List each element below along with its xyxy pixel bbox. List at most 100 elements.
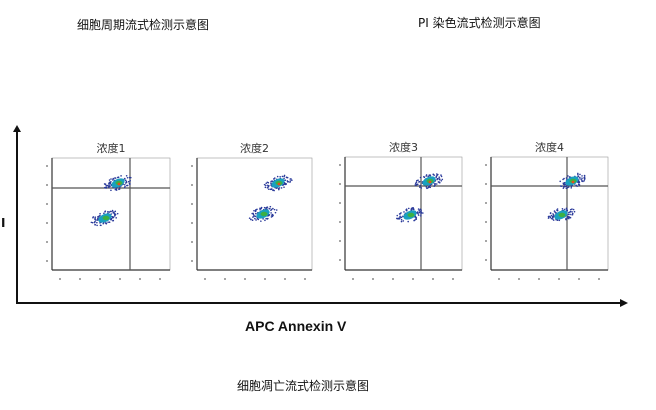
cell-dot (415, 216, 418, 219)
cell-dot (289, 181, 291, 183)
cell-dot (400, 220, 403, 223)
cell-dot (126, 184, 129, 187)
cell-dot (559, 180, 562, 183)
cell-dot (571, 213, 574, 216)
cell-dot (94, 218, 96, 221)
cell-dot (98, 215, 100, 217)
x-tick-label (392, 278, 394, 280)
cell-dot (126, 176, 129, 179)
x-tick-label (452, 278, 454, 280)
cell-dot (566, 177, 568, 179)
cell-dot (279, 176, 281, 178)
cell-dot (253, 209, 255, 212)
cell-dot (565, 207, 568, 210)
cell-dot (272, 189, 274, 192)
y-tick-label (339, 202, 341, 204)
x-tick-label (598, 278, 600, 280)
cell-dot (552, 219, 555, 221)
cell-dot (107, 210, 109, 213)
x-tick-label (538, 278, 540, 280)
cell-dot (129, 179, 131, 182)
y-tick-label (46, 165, 48, 167)
y-tick-label (46, 203, 48, 205)
cell-dot (440, 174, 442, 176)
cell-dot (427, 175, 429, 178)
cell-dot (270, 212, 272, 214)
cell-dot (260, 206, 263, 209)
y-tick-label (46, 241, 48, 243)
cell-dot (578, 180, 580, 183)
density-high (407, 212, 415, 218)
y-tick-label (339, 164, 341, 166)
cell-dot (125, 180, 128, 183)
cell-dot (573, 210, 576, 213)
x-tick-label (518, 278, 520, 280)
cell-dot (112, 212, 115, 214)
density-peak (277, 182, 281, 186)
y-tick-label (485, 259, 487, 261)
cell-dot (275, 209, 278, 211)
cell-dot (275, 187, 278, 189)
cell-dot (263, 183, 266, 186)
cell-dot (579, 176, 581, 179)
cell-dot (283, 186, 285, 188)
cell-dot (426, 187, 428, 190)
cell-dot (420, 211, 423, 213)
cell-dot (552, 213, 554, 215)
cell-dot (583, 179, 586, 182)
cell-dot (255, 212, 257, 215)
y-axis-label: I (1, 216, 6, 230)
x-tick-label (119, 278, 121, 280)
cell-dot (271, 180, 273, 182)
cell-dot (267, 188, 270, 190)
cell-dot (569, 208, 572, 211)
cell-dot (108, 183, 110, 185)
x-tick-label (304, 278, 306, 280)
cell-dot (123, 183, 126, 186)
cell-dot (577, 173, 579, 176)
cell-dot (280, 187, 283, 189)
cell-dot (94, 216, 97, 218)
cell-dot (434, 183, 437, 185)
cell-dot (561, 207, 564, 210)
cell-dot (116, 212, 119, 215)
cell-dot (110, 189, 112, 192)
cell-dot (115, 189, 118, 191)
cell-dot (283, 175, 285, 178)
y-tick-label (485, 164, 487, 166)
cell-dot (435, 183, 438, 185)
cell-dot (268, 214, 271, 216)
cell-dot (265, 184, 267, 187)
y-tick-label (191, 203, 193, 205)
cell-dot (265, 217, 267, 220)
cell-dot (549, 216, 552, 219)
cell-dot (253, 215, 255, 218)
cell-dot (108, 179, 111, 181)
cell-dot (553, 210, 556, 212)
x-tick-label (224, 278, 226, 280)
cell-dot (550, 217, 553, 220)
cell-dot (441, 178, 444, 181)
cell-dot (128, 182, 131, 185)
cell-dot (254, 215, 257, 218)
cell-dot (565, 218, 567, 221)
cell-dot (550, 214, 553, 217)
cell-dot (583, 174, 586, 177)
cell-dot (396, 214, 399, 217)
scatter-panel (191, 157, 313, 280)
cell-dot (418, 181, 420, 183)
cell-dot (281, 175, 284, 178)
cell-dot (569, 210, 572, 213)
cell-dot (114, 213, 117, 216)
cell-dot (99, 212, 101, 215)
cell-dot (93, 221, 96, 224)
cell-dot (438, 178, 441, 180)
cell-dot (548, 215, 550, 218)
cell-dot (262, 218, 264, 220)
cell-dot (104, 222, 107, 224)
cell-dot (290, 178, 292, 180)
y-tick-label (339, 221, 341, 223)
cell-dot (412, 207, 415, 210)
cell-dot (270, 216, 273, 218)
